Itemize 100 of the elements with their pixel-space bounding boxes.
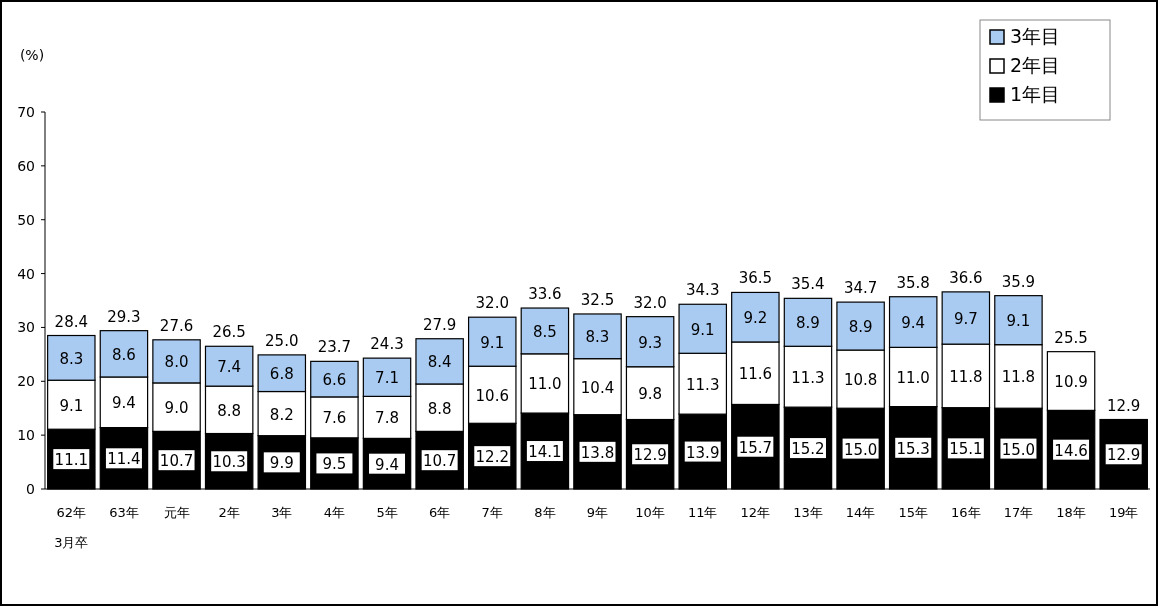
- data-label: 11.8: [949, 367, 983, 386]
- data-label: 10.6: [475, 386, 509, 405]
- total-label: 35.9: [1001, 272, 1036, 291]
- data-label: 14.6: [1054, 441, 1088, 460]
- x-tick-label: 17年: [1003, 505, 1034, 520]
- data-label: 11.3: [791, 368, 825, 387]
- total-label: 35.8: [896, 273, 930, 292]
- total-label: 35.4: [791, 275, 825, 294]
- total-label: 32.0: [633, 293, 667, 312]
- data-label: 11.1: [54, 451, 89, 470]
- x-tick-label: 13年: [793, 505, 823, 520]
- data-label: 11.6: [738, 365, 773, 384]
- x-tick-label: 16年: [951, 505, 981, 520]
- x-tick-label: 6年: [429, 505, 451, 520]
- data-label: 8.9: [796, 314, 820, 333]
- x-tick-label: 2年: [218, 505, 240, 520]
- legend-label: 3年目: [1010, 25, 1061, 47]
- total-label: 33.6: [528, 285, 562, 304]
- data-label: 15.1: [949, 440, 983, 459]
- data-label: 9.4: [901, 314, 926, 333]
- x-tick-label: 62年: [56, 505, 87, 520]
- data-label: 6.8: [269, 365, 294, 384]
- total-label: 23.7: [317, 338, 352, 357]
- x-tick-label: 5年: [376, 505, 398, 520]
- data-label: 11.0: [896, 368, 930, 387]
- data-label: 7.1: [375, 369, 399, 388]
- total-label: 25.5: [1054, 328, 1088, 347]
- text: 3月卒: [54, 535, 89, 550]
- y-axis-title: (%): [19, 47, 45, 63]
- total-label: 32.0: [475, 294, 509, 313]
- data-label: 8.5: [532, 322, 557, 341]
- data-label: 7.4: [217, 358, 242, 377]
- data-label: 9.2: [743, 309, 768, 328]
- x-tick-label: 4年: [323, 505, 346, 520]
- x-tick-label: 3年: [271, 505, 293, 520]
- data-label: 8.3: [59, 349, 84, 368]
- data-label: 6.6: [322, 371, 347, 390]
- data-label: 8.8: [427, 399, 452, 418]
- total-label: 34.7: [843, 279, 878, 298]
- data-label: 15.0: [843, 440, 878, 459]
- total-label: 24.3: [370, 335, 404, 354]
- data-label: 9.9: [269, 454, 294, 473]
- data-label: 12.2: [475, 448, 509, 467]
- data-label: 15.7: [738, 438, 773, 457]
- x-tick-label: 15年: [898, 505, 928, 520]
- data-label: 9.1: [480, 333, 505, 352]
- x-tick-label: 19年: [1108, 505, 1139, 520]
- data-label: 8.0: [164, 353, 189, 372]
- data-label: 8.9: [848, 318, 873, 337]
- data-label: 8.4: [427, 353, 452, 372]
- data-label: 9.0: [164, 399, 189, 418]
- x-tick-label: 9年: [586, 505, 609, 520]
- data-label: 12.9: [1106, 446, 1141, 465]
- data-label: 10.9: [1054, 373, 1088, 392]
- total-label: 34.3: [686, 281, 720, 300]
- data-label: 8.2: [269, 405, 294, 424]
- total-label: 28.4: [54, 312, 89, 331]
- data-label: 10.8: [843, 371, 878, 390]
- total-label: 36.6: [949, 268, 983, 287]
- legend-label: 1年目: [1010, 83, 1061, 105]
- data-label: 11.8: [1001, 368, 1036, 387]
- data-label: 8.3: [585, 328, 610, 347]
- data-label: 10.7: [159, 452, 194, 471]
- total-label: 25.0: [265, 331, 299, 350]
- data-label: 9.1: [690, 320, 715, 339]
- data-label: 13.8: [580, 443, 615, 462]
- data-label: 9.1: [59, 396, 84, 415]
- data-label: 15.3: [896, 439, 930, 458]
- x-tick-label: 11年: [687, 505, 718, 520]
- data-label: 14.1: [528, 443, 562, 462]
- data-label: 9.4: [112, 394, 136, 413]
- data-label: 8.6: [112, 345, 136, 364]
- x-tick-label: 12年: [740, 505, 771, 520]
- data-label: 9.7: [953, 310, 978, 328]
- data-label: 13.9: [686, 443, 720, 462]
- total-label: 36.5: [738, 269, 773, 288]
- data-label: 9.5: [322, 455, 347, 474]
- total-label: 26.5: [212, 323, 246, 342]
- total-label: 12.9: [1106, 396, 1141, 415]
- data-label: 15.0: [1001, 440, 1036, 459]
- data-label: 11.3: [686, 375, 720, 394]
- data-label: 8.8: [217, 401, 242, 420]
- total-label: 27.9: [422, 315, 457, 334]
- data-label: 11.0: [528, 375, 562, 394]
- data-label: 10.4: [580, 378, 615, 397]
- x-tick-label: 8年: [534, 505, 556, 520]
- total-label: 27.6: [159, 316, 194, 335]
- x-tick-label: 10年: [635, 505, 665, 520]
- data-label: 9.4: [375, 455, 399, 474]
- x-tick-label: 元年: [163, 505, 190, 520]
- data-label: 7.6: [322, 409, 347, 428]
- x-tick-label: 63年: [109, 505, 139, 520]
- legend-label: 2年目: [1010, 54, 1061, 76]
- data-label: 12.9: [633, 446, 667, 465]
- data-label: 9.1: [1006, 312, 1031, 331]
- x-tick-label: 18年: [1056, 505, 1086, 520]
- data-label: 10.7: [422, 452, 457, 471]
- total-label: 32.5: [580, 290, 615, 309]
- x-tick-label: 7年: [481, 505, 503, 520]
- x-tick-label: 14年: [845, 505, 876, 520]
